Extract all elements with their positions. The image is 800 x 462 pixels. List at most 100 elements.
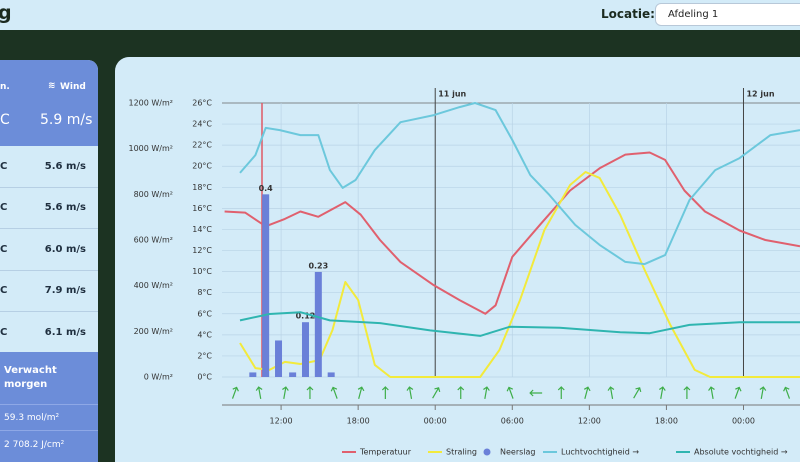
y-tick-label: 800 W/m² xyxy=(134,190,173,199)
wind-value: 5.6 m/s xyxy=(44,161,86,172)
legend-label: Temperatuur xyxy=(359,448,412,457)
y2-tick-label: 6°C xyxy=(197,309,212,318)
location-select[interactable]: Afdeling 1 xyxy=(655,3,800,26)
wind-arrow xyxy=(683,386,691,399)
y2-tick-label: 4°C xyxy=(197,330,212,339)
bar xyxy=(301,322,309,377)
x-tick-label: 00:00 xyxy=(424,417,447,426)
y-tick-label: 1000 W/m² xyxy=(128,144,173,153)
forecast-value: 59.3 mol/m² xyxy=(4,413,60,423)
wind-arrow xyxy=(231,386,239,399)
wind-icon: ≋ xyxy=(48,81,56,91)
series-line xyxy=(239,311,800,337)
bar xyxy=(275,340,283,377)
data-label: 0.4 xyxy=(259,184,274,193)
y2-tick-label: 14°C xyxy=(192,225,212,234)
wind-arrow xyxy=(483,386,490,400)
y2-tick-label: 12°C xyxy=(192,246,212,255)
sidebar-row: C 5.6 m/s xyxy=(0,146,98,188)
temp-value: C xyxy=(0,161,8,172)
wind-arrow xyxy=(529,389,543,397)
forecast-block: Verwacht morgen 59.3 mol/m² 2 708.2 J/cm… xyxy=(0,352,98,462)
wind-arrow xyxy=(783,386,791,399)
wind-arrow xyxy=(633,387,642,399)
sidebar-row: C 5.6 m/s xyxy=(0,187,98,230)
y2-tick-label: 22°C xyxy=(192,141,212,150)
wind-arrow xyxy=(357,386,365,399)
bar xyxy=(327,372,335,377)
wind-arrow xyxy=(583,386,591,399)
forecast-title: Verwacht morgen xyxy=(4,365,57,390)
sidebar-row: C 7.9 m/s xyxy=(0,270,98,313)
y-tick-label: 1200 W/m² xyxy=(128,99,173,108)
wind-value: 6.0 m/s xyxy=(44,243,86,255)
y2-tick-label: 26°C xyxy=(192,99,212,108)
legend-label: Straling xyxy=(446,448,477,457)
wind-arrow xyxy=(607,386,615,400)
wind-arrow xyxy=(406,386,414,400)
y2-tick-label: 8°C xyxy=(197,288,212,297)
y2-tick-label: 20°C xyxy=(192,162,212,171)
divider xyxy=(0,404,98,405)
day-marker-label: 11 jun xyxy=(438,90,466,99)
wind-value: 5.6 m/s xyxy=(44,202,86,214)
page-title: g xyxy=(0,2,12,24)
wind-arrow xyxy=(457,386,465,399)
wind-arrow xyxy=(306,386,314,399)
legend-label: Absolute vochtigheid → xyxy=(694,448,788,457)
temp-value: C xyxy=(0,285,8,297)
temp-value: C xyxy=(0,326,8,338)
location-value: Afdeling 1 xyxy=(668,9,719,20)
current-block: n. ≋ Wind C 5.9 m/s xyxy=(0,60,98,146)
series-line xyxy=(239,171,800,378)
sidebar-row: C 6.0 m/s xyxy=(0,229,98,271)
x-tick-label: 18:00 xyxy=(347,417,370,426)
divider xyxy=(0,430,98,431)
forecast-value: 2 708.2 J/cm² xyxy=(4,440,65,450)
x-tick-label: 12:00 xyxy=(578,417,601,426)
wind-arrow xyxy=(659,386,666,400)
temp-value: C xyxy=(0,243,8,255)
bar xyxy=(262,194,270,377)
data-label: 0.12 xyxy=(296,312,316,321)
sidebar-row: C 6.1 m/s xyxy=(0,312,98,354)
y-tick-label: 0 W/m² xyxy=(144,373,173,382)
wind-arrow xyxy=(557,386,565,399)
wind-arrow xyxy=(759,386,767,400)
data-label: 0.23 xyxy=(308,261,328,270)
series-line xyxy=(224,151,800,315)
legend-label: Neerslag xyxy=(500,448,536,457)
head-label: Wind xyxy=(60,82,86,92)
chart: 0°C 2°C 4°C 6°C 8°C 10°C 12°C 14°C 16°C 18°C 20°C 2… xyxy=(128,88,800,457)
wind-value: 7.9 m/s xyxy=(44,285,86,297)
y2-tick-label: 2°C xyxy=(197,351,212,360)
wind-arrow xyxy=(282,386,289,400)
bar xyxy=(249,372,257,377)
y2-tick-label: 24°C xyxy=(192,120,212,129)
sidebar: n. ≋ Wind C 5.9 m/s C 5.6 m/s C 5.6 m/s C 6.0… xyxy=(0,60,98,462)
y2-tick-label: 0°C xyxy=(197,373,212,382)
wind-arrow xyxy=(506,386,514,399)
location-label: Locatie: xyxy=(601,7,655,21)
y-tick-label: 400 W/m² xyxy=(134,281,173,290)
head-label: n. xyxy=(0,82,10,92)
y-tick-label: 200 W/m² xyxy=(134,327,173,336)
wind-arrow xyxy=(381,386,389,399)
bar xyxy=(314,271,322,377)
day-marker-label: 12 jun xyxy=(746,90,774,99)
y2-tick-label: 16°C xyxy=(192,204,212,213)
temp-value: C xyxy=(0,202,8,214)
current-wind: 5.9 m/s xyxy=(40,112,93,128)
wind-value: 6.1 m/s xyxy=(44,326,86,338)
x-tick-label: 12:00 xyxy=(270,417,293,426)
wind-arrow xyxy=(432,387,441,399)
top-bar: g Locatie: Afdeling 1 xyxy=(0,0,800,30)
x-tick-label: 06:00 xyxy=(501,417,524,426)
legend-swatch xyxy=(483,448,491,456)
chart-card xyxy=(115,57,800,462)
y2-tick-label: 18°C xyxy=(192,183,212,192)
y2-tick-label: 10°C xyxy=(192,267,212,276)
y-tick-label: 600 W/m² xyxy=(134,236,173,245)
